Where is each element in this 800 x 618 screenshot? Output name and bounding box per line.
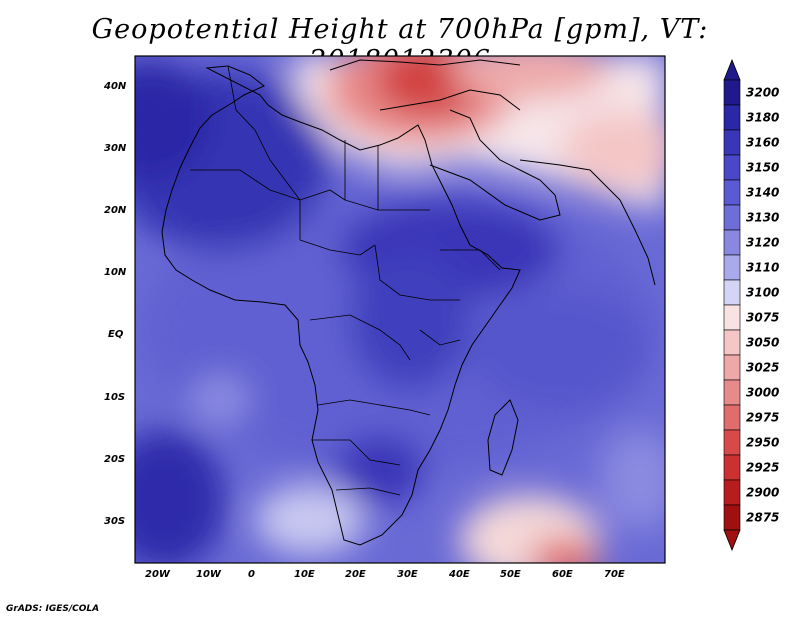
colorbar-swatch: [723, 104, 741, 131]
colorbar-label: 3130: [746, 211, 779, 225]
grads-credit: GrADS: IGES/COLA: [6, 604, 100, 614]
colorbar-label: 3140: [746, 186, 779, 200]
lon-label: 60E: [552, 569, 573, 580]
height-field: [135, 56, 665, 563]
colorbar-label: 3050: [746, 336, 779, 350]
coastlines: [161, 59, 656, 546]
colorbar-swatch: [723, 229, 741, 256]
colorbar-swatch: [723, 279, 741, 306]
lon-label: 50E: [500, 569, 521, 580]
lon-label: 10E: [294, 569, 315, 580]
colorbar-bottom-arrow: [723, 529, 741, 552]
colorbar-label: 3120: [746, 236, 779, 250]
colorbar-label: 3180: [746, 111, 779, 125]
colorbar-swatch: [723, 329, 741, 356]
lat-label: 10N: [104, 267, 127, 278]
colorbar-swatch: [723, 304, 741, 331]
lat-label: 40N: [103, 81, 127, 92]
colorbar-swatch: [723, 179, 741, 206]
colorbar-swatch: [723, 354, 741, 381]
map-frame: [134, 55, 666, 564]
colorbar-label: 3025: [746, 361, 779, 375]
colorbar-label: 3110: [746, 261, 779, 275]
colorbar-swatch: [723, 504, 741, 531]
colorbar-label: 3200: [746, 86, 779, 100]
colorbar-swatch: [723, 154, 741, 181]
colorbar-swatch: [723, 379, 741, 406]
lon-label: 20W: [145, 569, 171, 580]
colorbar-label: 2975: [746, 411, 779, 425]
lon-label: 70E: [604, 569, 625, 580]
colorbar-swatch: [723, 479, 741, 506]
colorbar-swatch: [723, 429, 741, 456]
colorbar-swatch: [723, 204, 741, 231]
latitude-axis: 40N 30N 20N 10N EQ 10S 20S 30S: [103, 81, 127, 527]
colorbar-top-arrow: [723, 58, 741, 81]
country-borders: [190, 65, 501, 496]
lon-label: 40E: [448, 569, 470, 580]
lat-label: 10S: [104, 392, 125, 403]
colorbar-swatch: [723, 454, 741, 481]
colorbar-label: 2950: [746, 436, 779, 450]
colorbar-label: 3150: [746, 161, 779, 175]
colorbar-label: 3100: [746, 286, 779, 300]
colorbar-swatch: [723, 254, 741, 281]
lon-label: 20E: [345, 569, 366, 580]
longitude-axis: 20W 10W 0 10E 20E 30E 40E 50E 60E 70E: [145, 569, 625, 580]
colorbar-label: 3160: [746, 136, 779, 150]
colorbar-label: 2925: [746, 461, 779, 475]
colorbar-label: 2900: [746, 486, 779, 500]
colorbar-swatch: [723, 129, 741, 156]
lon-label: 10W: [196, 569, 222, 580]
lon-label: 30E: [397, 569, 418, 580]
lat-label: EQ: [108, 329, 124, 340]
lon-label: 0: [248, 569, 255, 580]
lat-label: 20N: [104, 205, 127, 216]
colorbar: 3200 3180 3160 3150 3140 3130 3120 3110 3100 3075…: [723, 58, 779, 552]
colorbar-label: 3000: [746, 386, 779, 400]
colorbar-swatch: [723, 79, 741, 106]
colorbar-label: 2875: [746, 511, 779, 525]
colorbar-label: 3075: [746, 311, 779, 325]
lat-label: 20S: [104, 454, 125, 465]
lat-label: 30N: [104, 143, 127, 154]
lat-label: 30S: [104, 516, 125, 527]
colorbar-swatch: [723, 404, 741, 431]
